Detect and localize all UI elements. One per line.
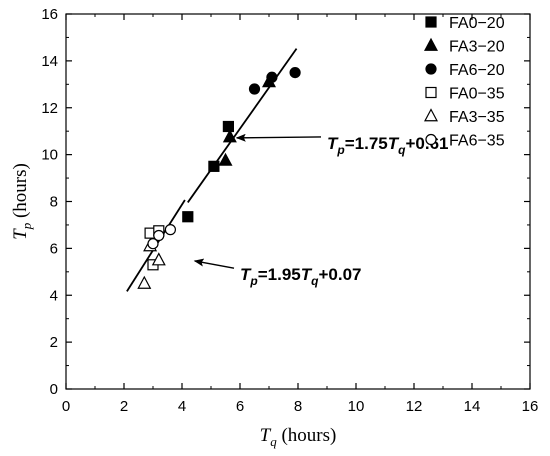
x-tick-label: 4 — [178, 398, 186, 415]
axes: 0 2 4 6 8 10 12 14 16 0 2 4 6 8 10 12 14 16 Tq (hours) Tp (… — [10, 6, 538, 449]
y-tick-label: 14 — [41, 53, 58, 70]
data-point-series-3 — [248, 83, 261, 95]
x-tick-label: 0 — [62, 398, 70, 415]
legend-marker-6 — [425, 133, 437, 146]
data-point-series-6 — [147, 238, 159, 250]
y-tick-label: 4 — [50, 287, 58, 304]
data-point-series-2 — [222, 129, 237, 143]
x-tick-label: 2 — [120, 398, 128, 415]
x-tick-label: 14 — [464, 398, 481, 415]
annotation-arrow-1 — [235, 133, 322, 142]
data-markers — [137, 66, 301, 289]
x-tick-label: 16 — [522, 398, 539, 415]
legend-label-6: FA6−35 — [449, 133, 505, 150]
x-tick-label: 10 — [348, 398, 365, 415]
legend-label-4: FA0−35 — [449, 86, 505, 103]
legend-label-3: FA6−20 — [449, 62, 505, 79]
data-point-series-5 — [151, 252, 166, 266]
legend-marker-5 — [423, 108, 439, 122]
fit-equation-2: Tp=1.95Tq+0.07 — [240, 265, 362, 288]
legend-marker-3 — [425, 63, 437, 75]
data-point-series-1 — [208, 160, 220, 172]
annotation-arrow-2 — [193, 258, 235, 269]
y-tick-label: 6 — [50, 240, 58, 257]
y-tick-label: 16 — [41, 6, 58, 23]
data-point-series-6 — [153, 229, 165, 242]
y-tick-label: 10 — [41, 147, 58, 164]
y-tick-label: 8 — [50, 194, 58, 211]
y-tick-label: 12 — [41, 100, 58, 117]
y-axis-label: Tp (hours) — [10, 163, 34, 240]
data-point-series-3 — [266, 71, 278, 83]
data-point-series-5 — [137, 275, 152, 289]
data-point-series-3 — [289, 66, 301, 79]
legend-marker-1 — [425, 16, 437, 28]
legend-label-5: FA3−35 — [449, 109, 505, 126]
data-point-series-6 — [164, 224, 176, 236]
x-axis-label: Tq (hours) — [260, 425, 337, 449]
annotations: Tp=1.75Tq+0.61Tp=1.95Tq+0.07 — [193, 133, 449, 288]
legend-marker-4 — [425, 86, 437, 99]
y-tick-label: 0 — [50, 381, 58, 398]
x-tick-label: 8 — [294, 398, 302, 415]
x-tick-label: 6 — [236, 398, 244, 415]
data-point-series-1 — [222, 120, 234, 133]
legend-marker-2 — [423, 37, 439, 51]
data-point-series-2 — [218, 152, 233, 166]
x-tick-label: 12 — [406, 398, 423, 415]
y-tick-label: 2 — [50, 334, 58, 351]
legend-label-1: FA0−20 — [449, 15, 505, 32]
legend-label-2: FA3−20 — [449, 39, 505, 56]
fit-line-1 — [187, 48, 298, 203]
legend: FA0−20 FA3−20 FA6−20 FA0−35 FA3−35 FA6−35 — [423, 15, 505, 150]
data-point-series-1 — [182, 211, 194, 223]
